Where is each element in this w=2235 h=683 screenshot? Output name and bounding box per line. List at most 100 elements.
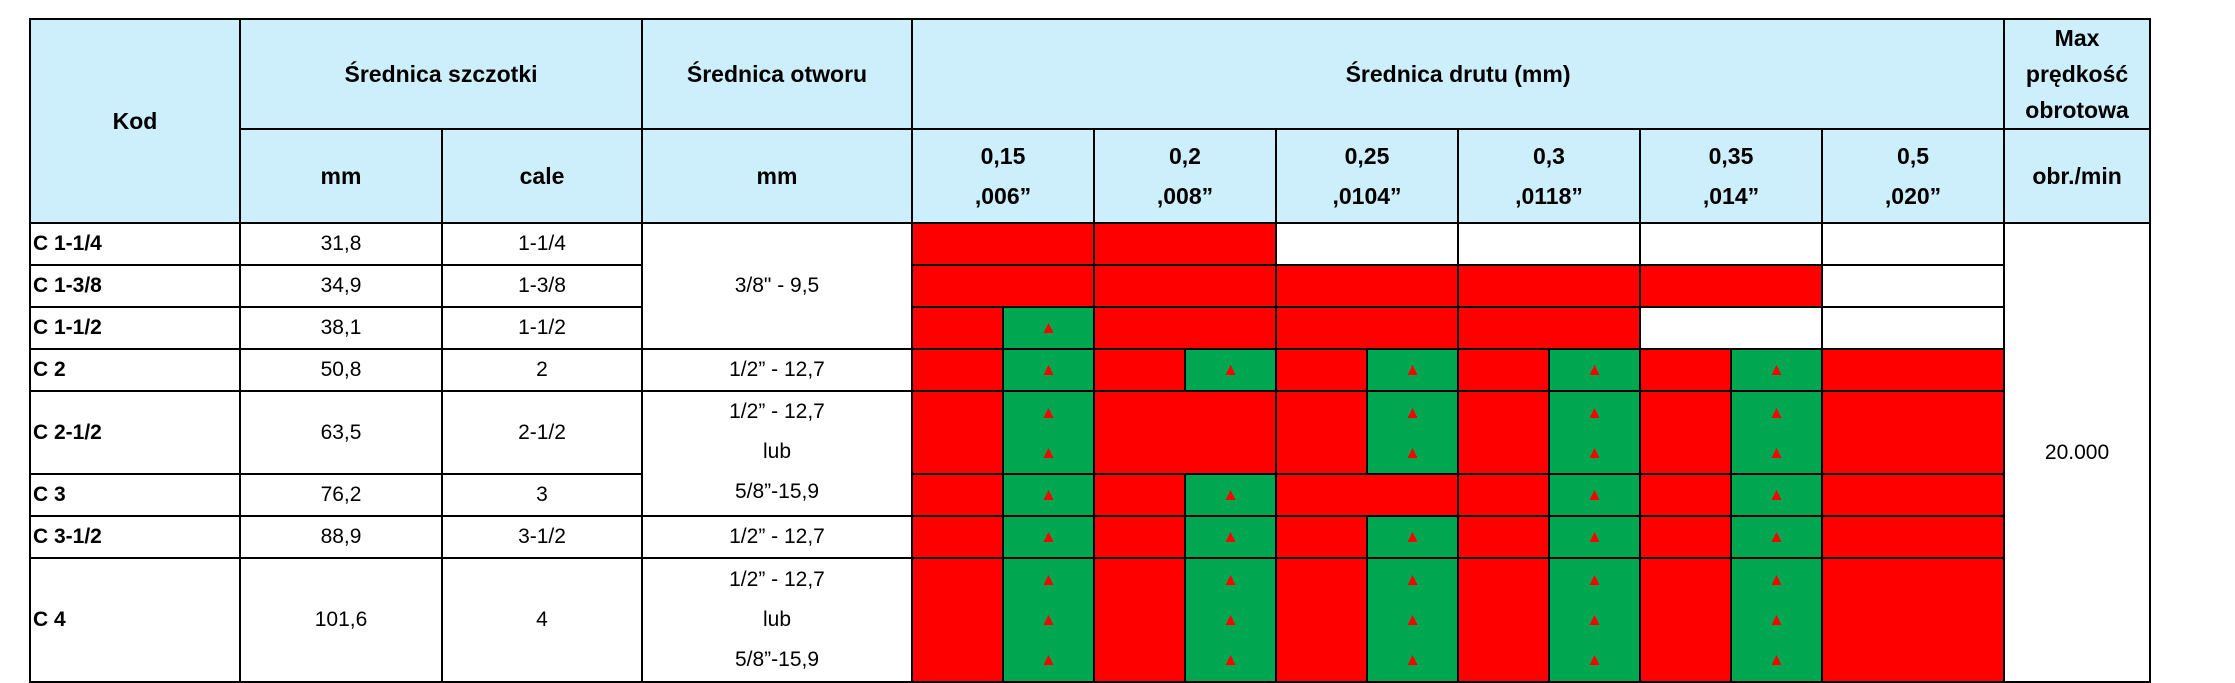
triangle-icon: ▲ [1768, 485, 1785, 504]
header-wire-0-15: 0,15,006” [911, 128, 1095, 224]
row-cale: 3-1/2 [441, 515, 643, 559]
cell-green: ▲ ▲ ▲ [1730, 557, 1823, 683]
cell-red [1093, 222, 1277, 266]
table-row: C 2-1/2 63,5 2-1/2 1/2” - 12,7 lub 5/8”-15… [29, 390, 2150, 517]
triangle-icon: ▲ [1404, 650, 1421, 669]
row-mm: 50,8 [239, 348, 443, 392]
triangle-icon: ▲ [1222, 360, 1239, 379]
triangle-icon: ▲ [1222, 610, 1239, 629]
header-wire-0-3: 0,3,0118” [1457, 128, 1641, 224]
cell-red [1639, 473, 1732, 517]
cell-red [1275, 306, 1459, 350]
header-hole-diameter: Średnica otworu [641, 18, 913, 130]
cell-green: ▲ [1548, 473, 1641, 517]
cell-green: ▲ [1366, 348, 1459, 392]
cell-empty [1820, 222, 2006, 266]
triangle-icon: ▲ [1404, 527, 1421, 546]
cell-red [1457, 390, 1550, 475]
table-row: C 3 76,2 3 ▲ ▲ ▲ ▲ [29, 473, 2150, 517]
row-cale: 4 [441, 557, 643, 683]
cell-red [1093, 515, 1186, 559]
cell-red [911, 264, 1095, 308]
header-brush-mm: mm [239, 128, 443, 224]
hole-cell: 3/8" - 9,5 [641, 222, 913, 350]
cell-empty [1820, 264, 2006, 308]
cell-red [911, 348, 1004, 392]
cell-red [1093, 306, 1277, 350]
row-kod: C 1-1/4 [29, 222, 241, 266]
cell-green: ▲ [1730, 473, 1823, 517]
row-kod: C 3 [29, 473, 241, 517]
row-cale: 1-1/4 [441, 222, 643, 266]
cell-empty [1275, 222, 1459, 266]
table-row: C 3-1/2 88,9 3-1/2 1/2” - 12,7 ▲ ▲ ▲ ▲ ▲ [29, 515, 2150, 559]
header-max-speed: Max prędkość obrotowa [2003, 18, 2152, 130]
triangle-icon: ▲ [1040, 402, 1057, 422]
speed-value: 20.000 [2003, 222, 2152, 683]
cell-green: ▲ ▲ [1730, 390, 1823, 475]
cell-empty [1639, 222, 1823, 266]
triangle-icon: ▲ [1768, 650, 1785, 669]
cell-red [1820, 515, 2006, 559]
cell-red [1639, 390, 1732, 475]
cell-green: ▲ [1002, 515, 1095, 559]
cell-green: ▲ ▲ ▲ [1184, 557, 1277, 683]
cell-empty [1820, 306, 2006, 350]
triangle-icon: ▲ [1040, 318, 1057, 337]
triangle-icon: ▲ [1404, 570, 1421, 589]
cell-red [911, 306, 1004, 350]
cell-red [1093, 348, 1186, 392]
cell-green: ▲ [1730, 348, 1823, 392]
hole-cell: 1/2” - 12,7 [641, 348, 913, 392]
row-mm: 63,5 [239, 390, 443, 475]
row-kod: C 1-1/2 [29, 306, 241, 350]
cell-red [1820, 348, 2006, 392]
cell-red [1639, 264, 1823, 308]
cell-red [911, 515, 1004, 559]
row-mm: 88,9 [239, 515, 443, 559]
cell-red [1275, 348, 1368, 392]
cell-red [1093, 557, 1186, 683]
cell-red [1639, 515, 1732, 559]
hole-cell: 1/2” - 12,7 [641, 515, 913, 559]
cell-green: ▲ [1548, 348, 1641, 392]
cell-red [911, 473, 1004, 517]
cell-red [1093, 473, 1186, 517]
triangle-icon: ▲ [1768, 360, 1785, 379]
row-kod: C 2 [29, 348, 241, 392]
cell-red [1093, 390, 1277, 475]
row-mm: 38,1 [239, 306, 443, 350]
header-wire-0-35: 0,35,014” [1639, 128, 1823, 224]
triangle-icon: ▲ [1222, 527, 1239, 546]
cell-red [1457, 473, 1550, 517]
triangle-icon: ▲ [1586, 527, 1603, 546]
table-row: C 1-1/4 31,8 1-1/4 3/8" - 9,5 20.000 [29, 222, 2152, 683]
table-row: C 1-1/2 38,1 1-1/2 ▲ [29, 306, 2150, 350]
cell-green: ▲ [1730, 515, 1823, 559]
triangle-icon: ▲ [1404, 442, 1421, 462]
cell-red [1457, 515, 1550, 559]
cell-red [1275, 264, 1459, 308]
cell-green: ▲ ▲ ▲ [1002, 557, 1095, 683]
cell-red [1275, 557, 1368, 683]
triangle-icon: ▲ [1222, 485, 1239, 504]
cell-red [1639, 348, 1732, 392]
cell-red [911, 390, 1004, 475]
cell-green: ▲ ▲ [1548, 390, 1641, 475]
cell-green: ▲ ▲ ▲ [1366, 557, 1459, 683]
row-kod: C 3-1/2 [29, 515, 241, 559]
table-row: C 2 50,8 2 1/2” - 12,7 ▲ ▲ ▲ ▲ ▲ [29, 348, 2150, 392]
cell-red [1457, 348, 1550, 392]
row-kod: C 4 [29, 557, 241, 683]
cell-green: ▲ [1002, 306, 1095, 350]
row-mm: 76,2 [239, 473, 443, 517]
triangle-icon: ▲ [1404, 360, 1421, 379]
row-kod: C 2-1/2 [29, 390, 241, 475]
triangle-icon: ▲ [1040, 442, 1057, 462]
cell-red [1639, 557, 1732, 683]
triangle-icon: ▲ [1768, 527, 1785, 546]
cell-green: ▲ [1548, 515, 1641, 559]
cell-red [1457, 264, 1641, 308]
cell-red [1093, 264, 1277, 308]
table-row: C 1-3/8 34,9 1-3/8 [29, 264, 2150, 308]
